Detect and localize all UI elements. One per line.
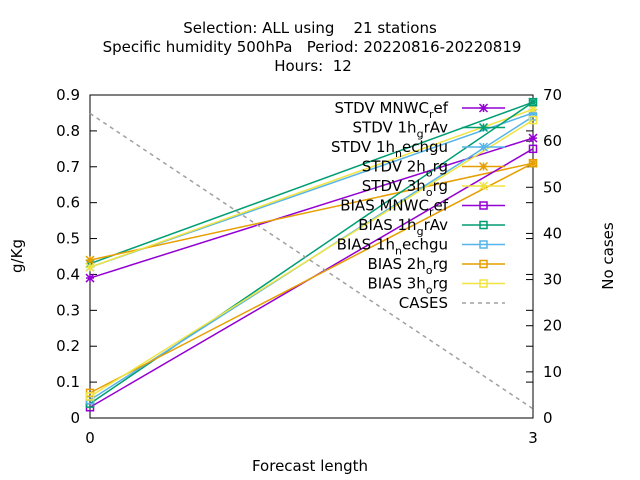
- legend-marker: [478, 142, 489, 152]
- series-6: [85, 97, 538, 408]
- series-3: [85, 158, 538, 265]
- y2-tick-label: 70: [543, 86, 562, 104]
- legend-marker: [479, 220, 488, 230]
- legend-marker: [478, 103, 489, 113]
- y2-tick-label: 60: [543, 132, 562, 150]
- chart-title: Selection: ALL using 21 stations Specifi…: [103, 19, 522, 75]
- y-tick-label: 0: [70, 409, 80, 427]
- y2-tick-label: 10: [543, 363, 562, 381]
- y2-tick-label: 0: [543, 409, 553, 427]
- y-tick-label: 0.5: [56, 230, 80, 248]
- legend-label: STDV 3horg: [362, 177, 448, 199]
- y-tick-label: 0.8: [56, 122, 80, 140]
- series-line: [89, 101, 534, 265]
- y2-axis: 0 10 20 30 40 50 60 70: [526, 86, 562, 427]
- series-line: [89, 108, 534, 268]
- data-point: [528, 158, 538, 168]
- series-layer: [85, 97, 538, 412]
- legend-marker: [479, 240, 488, 249]
- data-point: [85, 273, 95, 283]
- legend-label: STDV 1hnechgu: [331, 138, 448, 160]
- x-axis-label: Forecast length: [252, 457, 368, 475]
- legend-label: BIAS 1hnechgu: [337, 236, 448, 258]
- data-point: [85, 255, 95, 265]
- series-line: [89, 162, 534, 394]
- y2-axis-label: No cases: [599, 222, 617, 290]
- y-axis: 0 0.1 0.2 0.3 0.4 0.5 0.6 0.7 0.8 0.9: [56, 86, 533, 427]
- legend-label: BIAS 1hgrAv: [358, 216, 448, 238]
- y-tick-label: 0.6: [56, 194, 80, 212]
- legend-marker: [478, 122, 489, 133]
- legend-label: CASES: [399, 294, 448, 312]
- series-9: [85, 115, 538, 401]
- y-axis-label: g/Kg: [8, 239, 26, 273]
- y-tick-label: 0.2: [56, 337, 80, 355]
- series-0: [85, 133, 538, 283]
- y2-tick-label: 40: [543, 224, 562, 242]
- y-tick-label: 0.9: [56, 86, 80, 104]
- legend-marker: [479, 201, 488, 210]
- series-10: [89, 112, 534, 410]
- data-point: [528, 97, 538, 107]
- legend-label: BIAS MNWCref: [340, 197, 448, 219]
- y2-tick-label: 20: [543, 317, 562, 335]
- y-tick-label: 0.4: [56, 265, 80, 283]
- title-line-1: Selection: ALL using 21 stations: [183, 19, 437, 37]
- legend-marker: [479, 259, 488, 269]
- data-point: [85, 392, 95, 401]
- x-tick-label: 0: [85, 429, 95, 447]
- series-line: [89, 119, 534, 398]
- y-tick-label: 0.3: [56, 301, 80, 319]
- legend-label: BIAS 3horg: [368, 275, 449, 297]
- legend-label: STDV MNWCref: [334, 99, 448, 121]
- y-tick-label: 0.1: [56, 373, 80, 391]
- data-point: [528, 133, 538, 143]
- legend-marker: [479, 279, 488, 288]
- legend-marker: [478, 181, 489, 191]
- series-1: [85, 97, 538, 269]
- data-point: [528, 144, 538, 154]
- y-tick-label: 0.7: [56, 158, 80, 176]
- x-tick-label: 3: [528, 429, 538, 447]
- legend-label: STDV 2horg: [362, 158, 448, 180]
- legend-marker: [478, 161, 489, 172]
- y2-tick-label: 50: [543, 178, 562, 196]
- y2-tick-label: 30: [543, 271, 562, 289]
- legend-label: STDV 1hgrAv: [353, 119, 449, 141]
- series-line: [89, 137, 534, 279]
- legend-label: BIAS 2horg: [368, 255, 449, 277]
- data-point: [528, 115, 538, 125]
- title-line-2: Specific humidity 500hPa Period: 2022081…: [103, 38, 522, 56]
- data-point: [528, 104, 538, 114]
- series-line: [89, 112, 534, 410]
- title-line-3: Hours: 12: [274, 57, 352, 75]
- series-line: [89, 162, 534, 261]
- data-point: [85, 262, 95, 272]
- series-4: [85, 104, 538, 272]
